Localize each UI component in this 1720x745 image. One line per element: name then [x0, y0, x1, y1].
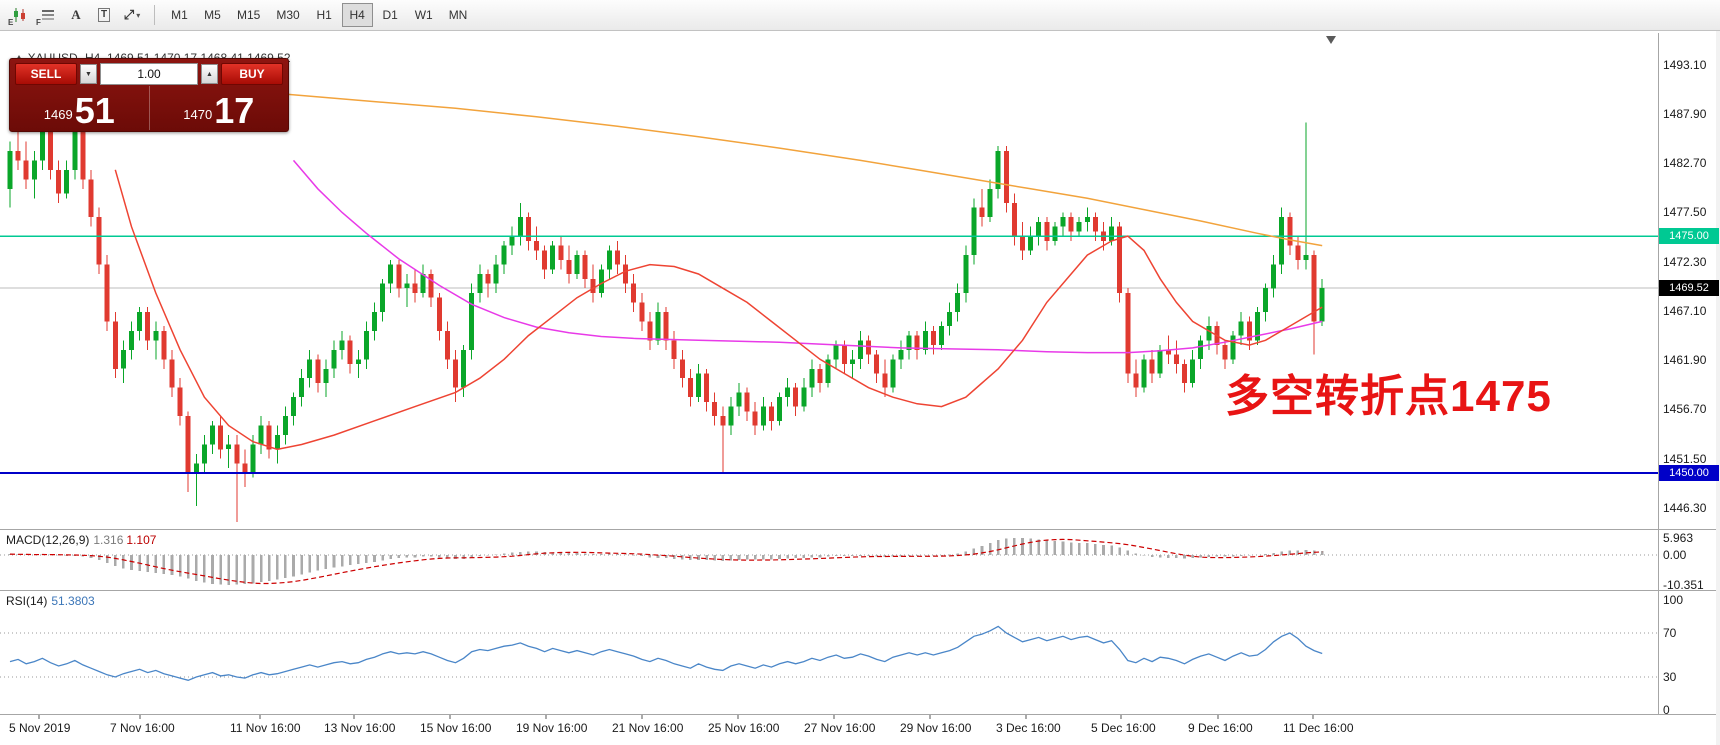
time-axis-label: 21 Nov 16:00 — [612, 721, 684, 735]
toolbar-separator — [154, 5, 155, 25]
volume-input[interactable] — [100, 63, 198, 85]
drawing-tools-icon[interactable]: ⤢ ▾ — [118, 3, 146, 28]
macd-indicator-label: MACD(12,26,9) 1.316 1.107 — [6, 533, 156, 547]
macd-value-signal: 1.107 — [126, 533, 157, 547]
time-axis-label: 15 Nov 16:00 — [420, 721, 492, 735]
trade-panel-controls: SELL ▼ ▲ BUY — [10, 59, 288, 85]
window-edge — [1716, 31, 1720, 745]
buy-price-main: 1470 — [183, 107, 213, 122]
timeframe-m5[interactable]: M5 — [197, 3, 228, 27]
time-axis-label: 11 Dec 16:00 — [1283, 721, 1354, 735]
buy-price: 1470 17 — [148, 86, 289, 131]
dropdown-caret-icon: ▾ — [136, 10, 141, 20]
text-tool-icon[interactable]: T — [90, 3, 118, 28]
price-axis-label: 1477.50 — [1663, 205, 1707, 220]
trade-panel-prices: 1469 51 1470 17 — [10, 86, 288, 130]
price-axis-label: 1446.30 — [1663, 500, 1707, 515]
sell-price-main: 1469 — [43, 107, 73, 122]
top-toolbar: E F A T ⤢ ▾ M1 M5 M15 M30 H1 H4 D1 W1 MN — [0, 0, 1720, 31]
timeframe-m15[interactable]: M15 — [230, 3, 267, 27]
timeframe-m1[interactable]: M1 — [164, 3, 195, 27]
time-axis-label: 5 Nov 2019 — [9, 721, 71, 735]
candlestick-chart-icon[interactable]: E — [6, 3, 34, 28]
time-axis-label: 3 Dec 16:00 — [996, 721, 1061, 735]
indicators-grid-icon[interactable]: F — [34, 3, 62, 28]
indicators-grid-icon-badge: F — [36, 17, 41, 27]
timeframe-mn[interactable]: MN — [442, 3, 475, 27]
sell-price: 1469 51 — [10, 86, 149, 130]
time-axis-label: 13 Nov 16:00 — [324, 721, 396, 735]
rsi-axis-label: 0 — [1663, 703, 1670, 717]
time-axis-label: 5 Dec 16:00 — [1091, 721, 1156, 735]
candlestick-chart-icon-badge: E — [8, 17, 14, 27]
macd-value-main: 1.316 — [93, 533, 124, 547]
timeframe-d1[interactable]: D1 — [375, 3, 406, 27]
macd-axis-label: 5.963 — [1663, 530, 1694, 545]
price-tag-current: 1469.52 — [1659, 280, 1719, 297]
time-axis-label: 7 Nov 16:00 — [110, 721, 175, 735]
buy-price-pips: 17 — [214, 89, 255, 131]
macd-axis-label: -10.351 — [1663, 577, 1704, 592]
rsi-axis-label: 70 — [1663, 626, 1677, 640]
volume-increase-button[interactable]: ▲ — [201, 64, 218, 84]
time-axis-label: 11 Nov 16:00 — [230, 721, 301, 735]
arrow-tool-icon-glyph: A — [71, 7, 81, 22]
price-axis-label: 1482.70 — [1663, 156, 1707, 171]
price-axis-label: 1472.30 — [1663, 254, 1707, 269]
text-tool-icon-glyph: T — [97, 8, 111, 22]
timeframe-m30[interactable]: M30 — [269, 3, 306, 27]
price-tag-support: 1450.00 — [1659, 464, 1719, 481]
rsi-axis-label: 30 — [1663, 670, 1677, 684]
volume-decrease-button[interactable]: ▼ — [80, 64, 97, 84]
price-axis-label: 1493.10 — [1663, 57, 1707, 72]
macd-axis-label: 0.00 — [1663, 548, 1687, 562]
price-tag-resistance: 1475.00 — [1659, 228, 1719, 245]
rsi-title: RSI(14) — [6, 594, 48, 608]
drawing-tools-icon-glyph: ⤢ — [123, 7, 135, 22]
arrow-tool-icon[interactable]: A — [62, 3, 90, 28]
time-axis-label: 25 Nov 16:00 — [708, 721, 780, 735]
price-axis-label: 1451.50 — [1663, 451, 1707, 466]
chart-shift-marker[interactable] — [1326, 36, 1336, 44]
price-axis-label: 1461.90 — [1663, 353, 1707, 368]
time-axis-label: 9 Dec 16:00 — [1188, 721, 1253, 735]
timeframe-h4[interactable]: H4 — [341, 3, 373, 27]
timeframe-h1[interactable]: H1 — [309, 3, 340, 27]
price-axis-label: 1487.90 — [1663, 106, 1707, 121]
time-axis-label: 19 Nov 16:00 — [516, 721, 588, 735]
chart-annotation-text[interactable]: 多空转折点1475 — [1225, 372, 1552, 421]
price-axis-label: 1467.10 — [1663, 303, 1707, 318]
buy-button[interactable]: BUY — [221, 63, 283, 85]
sell-button[interactable]: SELL — [15, 63, 77, 85]
rsi-axis-label: 100 — [1663, 593, 1684, 607]
price-axis-label: 1456.70 — [1663, 402, 1707, 417]
one-click-trading-panel: SELL ▼ ▲ BUY 1469 51 1470 17 — [9, 58, 289, 132]
rsi-indicator-label: RSI(14) 51.3803 — [6, 594, 95, 608]
toolbar-icon-group: E F A T ⤢ ▾ — [6, 3, 146, 28]
timeframe-button-group: M1 M5 M15 M30 H1 H4 D1 W1 MN — [163, 3, 475, 27]
timeframe-w1[interactable]: W1 — [408, 3, 440, 27]
sell-price-pips: 51 — [74, 89, 115, 131]
time-axis-label: 27 Nov 16:00 — [804, 721, 876, 735]
time-axis-label: 29 Nov 16:00 — [900, 721, 972, 735]
rsi-value: 51.3803 — [51, 594, 95, 608]
macd-title: MACD(12,26,9) — [6, 533, 90, 547]
